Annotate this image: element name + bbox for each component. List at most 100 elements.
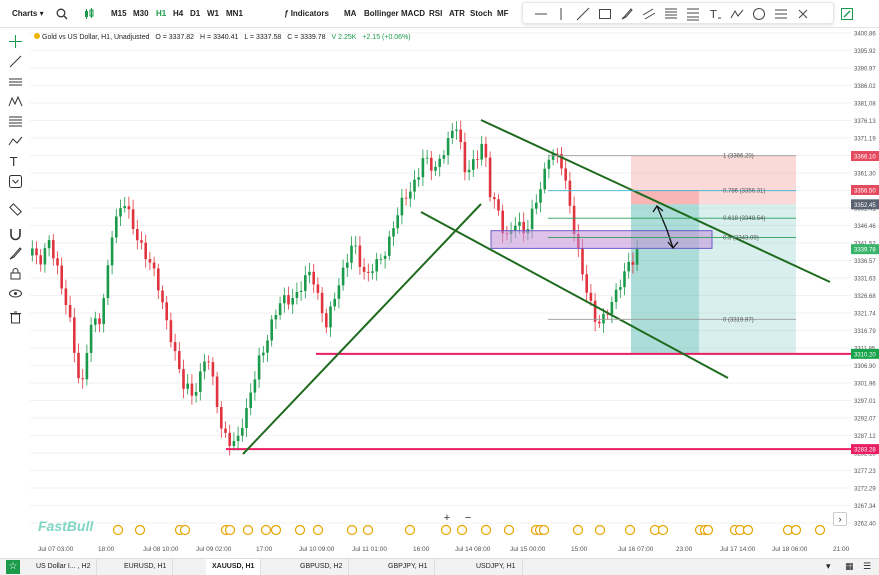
channel-lower-line[interactable] — [420, 211, 729, 379]
candle-body — [199, 371, 202, 392]
candle-body — [35, 248, 38, 256]
study-bollinger[interactable]: Bollinger — [364, 9, 399, 18]
price-axis[interactable]: 3400.86 3395.92 3390.97 3386.02 3381.08 3376.… — [851, 28, 879, 538]
study-macd[interactable]: MACD — [401, 9, 425, 18]
candle-body — [98, 318, 101, 325]
candle-body — [463, 141, 467, 173]
channel-upper-line[interactable] — [480, 119, 831, 283]
time-axis[interactable]: Jul 07 03:00 18:00 Jul 08 10:00 Jul 09 02:0… — [30, 538, 879, 558]
active-stop-zone — [631, 189, 699, 205]
candle-body — [312, 271, 315, 285]
fib-level-label: 0.5 (3343.09) — [723, 235, 759, 241]
study-stoch[interactable]: Stoch — [470, 9, 493, 18]
indicators-button[interactable]: ƒ Indicators — [284, 9, 329, 19]
candle-body — [417, 177, 420, 180]
study-rsi[interactable]: RSI — [429, 9, 443, 18]
horizontal-line-icon[interactable] — [533, 6, 549, 22]
interval-h1[interactable]: H1 — [156, 9, 167, 18]
dropdown-tool-icon[interactable] — [8, 174, 23, 189]
candle-body — [178, 351, 181, 370]
fib-retracement-drawing[interactable]: 1 (3366.20) 0.786 (3356.31) 0.618 (3348.54… — [548, 154, 796, 324]
study-ma[interactable]: MA — [344, 9, 357, 18]
event-marker — [312, 524, 324, 536]
wave-tool-icon[interactable] — [8, 134, 23, 149]
price-tick-label: 3272.29 — [854, 487, 876, 493]
price-tick-label: 3282.18 — [854, 452, 876, 458]
rectangle-icon[interactable] — [597, 6, 613, 22]
study-mf[interactable]: MF — [497, 9, 509, 18]
search-icon[interactable] — [55, 7, 69, 21]
interval-mn1[interactable]: MN1 — [226, 9, 243, 18]
legend-high: H = 3340.41 — [200, 34, 239, 41]
interval-m30[interactable]: M30 — [133, 9, 149, 18]
tabs-grid-icon[interactable]: ▦ — [845, 561, 854, 571]
interval-d1[interactable]: D1 — [190, 9, 201, 18]
trend-line-icon[interactable] — [575, 6, 591, 22]
crosshair-icon[interactable] — [8, 34, 23, 49]
charts-menu[interactable]: Charts ▾ — [12, 9, 44, 18]
tab-xauusd[interactable]: XAUUSD, H1 — [206, 559, 262, 575]
text-tool-icon[interactable]: T — [707, 6, 723, 22]
svg-text:T: T — [9, 155, 18, 169]
fib-tool-icon[interactable] — [8, 114, 23, 129]
scroll-right-button[interactable]: › — [833, 512, 847, 526]
close-icon[interactable] — [795, 6, 811, 22]
interval-m15[interactable]: M15 — [111, 9, 127, 18]
circle-icon[interactable] — [751, 6, 767, 22]
fib-extension-icon[interactable] — [685, 6, 701, 22]
zoom-in-button[interactable]: + — [443, 512, 451, 524]
lock-icon[interactable] — [8, 266, 23, 281]
tab-eurusd[interactable]: EURUSD, H1 — [118, 559, 174, 575]
price-tick-label: 3297.01 — [854, 399, 876, 405]
tabs-menu-icon[interactable]: ☰ — [863, 561, 872, 571]
fib-retracement-icon[interactable] — [663, 6, 679, 22]
uptrend-line[interactable] — [242, 203, 482, 455]
ruler-icon[interactable] — [8, 202, 23, 217]
candle-body — [224, 428, 227, 433]
candle-body — [64, 288, 68, 306]
tabs-star-icon[interactable]: ☆ — [6, 560, 20, 574]
tab-gbpusd[interactable]: GBPUSD, H2 — [294, 559, 350, 575]
trash-icon[interactable] — [8, 310, 23, 325]
tab-gbpjpy[interactable]: GBPJPY, H1 — [382, 559, 435, 575]
line-tool-icon[interactable] — [8, 54, 23, 69]
text-tool-icon[interactable]: T — [8, 154, 23, 169]
candle-body — [493, 197, 496, 200]
stop-zone[interactable] — [631, 156, 796, 205]
tab-us-dollar-index[interactable]: US Dollar I... , H2 — [30, 559, 98, 575]
zoom-out-button[interactable]: − — [464, 512, 472, 524]
supply-zone[interactable] — [490, 230, 713, 249]
brush-tool-icon[interactable] — [8, 246, 23, 261]
edit-drawing-icon[interactable] — [840, 7, 854, 21]
candle-body — [535, 202, 538, 209]
candle-body — [623, 271, 626, 288]
price-label-badge — [851, 444, 879, 455]
candle-body — [619, 287, 622, 290]
long-short-position-tool[interactable] — [631, 156, 796, 354]
candle-body — [514, 225, 517, 231]
tab-usdjpy[interactable]: USDJPY, H1 — [470, 559, 523, 575]
pattern-tool-icon[interactable] — [8, 94, 23, 109]
interval-w1[interactable]: W1 — [207, 9, 219, 18]
event-marker — [440, 524, 452, 536]
interval-h4[interactable]: H4 — [173, 9, 184, 18]
path-icon[interactable] — [729, 6, 745, 22]
brush-icon[interactable] — [619, 6, 635, 22]
parallel-channel-icon[interactable] — [641, 6, 657, 22]
target-zone[interactable] — [631, 204, 796, 354]
time-tick-label: Jul 08 10:00 — [143, 546, 179, 553]
projection-arrow[interactable] — [656, 205, 674, 249]
eye-icon[interactable] — [8, 286, 23, 301]
study-atr[interactable]: ATR — [449, 9, 465, 18]
price-label-text: 3366.10 — [854, 155, 876, 161]
price-chart[interactable]: 1 (3366.20) 0.786 (3356.31) 0.618 (3348.54… — [30, 28, 851, 538]
pitchfork-icon[interactable] — [773, 6, 789, 22]
candle-body — [43, 248, 47, 265]
vertical-line-icon[interactable] — [553, 6, 569, 22]
candle-body — [400, 197, 404, 216]
tabs-more-icon[interactable]: ▾ — [826, 561, 831, 571]
drawing-lines[interactable] — [226, 119, 851, 455]
magnet-icon[interactable] — [8, 226, 23, 241]
channel-tool-icon[interactable] — [8, 74, 23, 89]
candle-style-icon[interactable] — [82, 7, 96, 21]
